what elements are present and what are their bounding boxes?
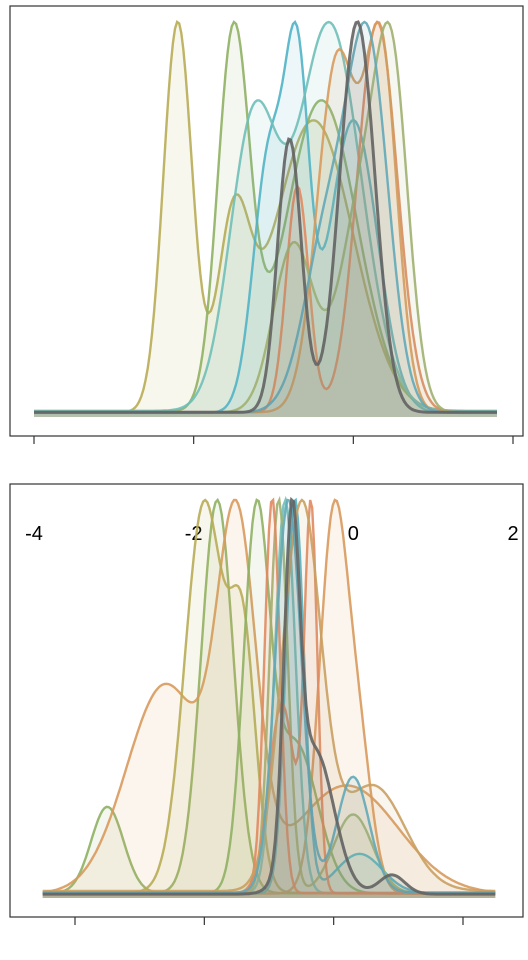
top-density-panel: -4 -2 0 2 [9, 5, 524, 545]
density-line-10 [42, 498, 496, 893]
density-area-8 [34, 22, 497, 417]
density-area-9 [42, 500, 496, 898]
x-tick-label: -4 [25, 523, 43, 545]
density-line-8 [34, 20, 497, 414]
x-tick-label: 0 [348, 523, 359, 545]
panel-frame [9, 5, 524, 437]
density-area-8 [42, 500, 496, 898]
density-area-3 [34, 22, 497, 417]
density-area-0 [34, 22, 497, 417]
bottom-density-panel [9, 483, 524, 925]
density-area-6 [42, 500, 496, 898]
density-area-1 [42, 500, 496, 898]
panel-frame [9, 483, 524, 918]
x-tick-label: 2 [507, 523, 518, 545]
density-area-2 [34, 22, 497, 417]
density-line-12 [42, 496, 496, 896]
density-area-0 [42, 500, 496, 898]
density-area-10 [42, 500, 496, 898]
density-area-11 [42, 500, 496, 898]
density-area-1 [34, 22, 497, 417]
